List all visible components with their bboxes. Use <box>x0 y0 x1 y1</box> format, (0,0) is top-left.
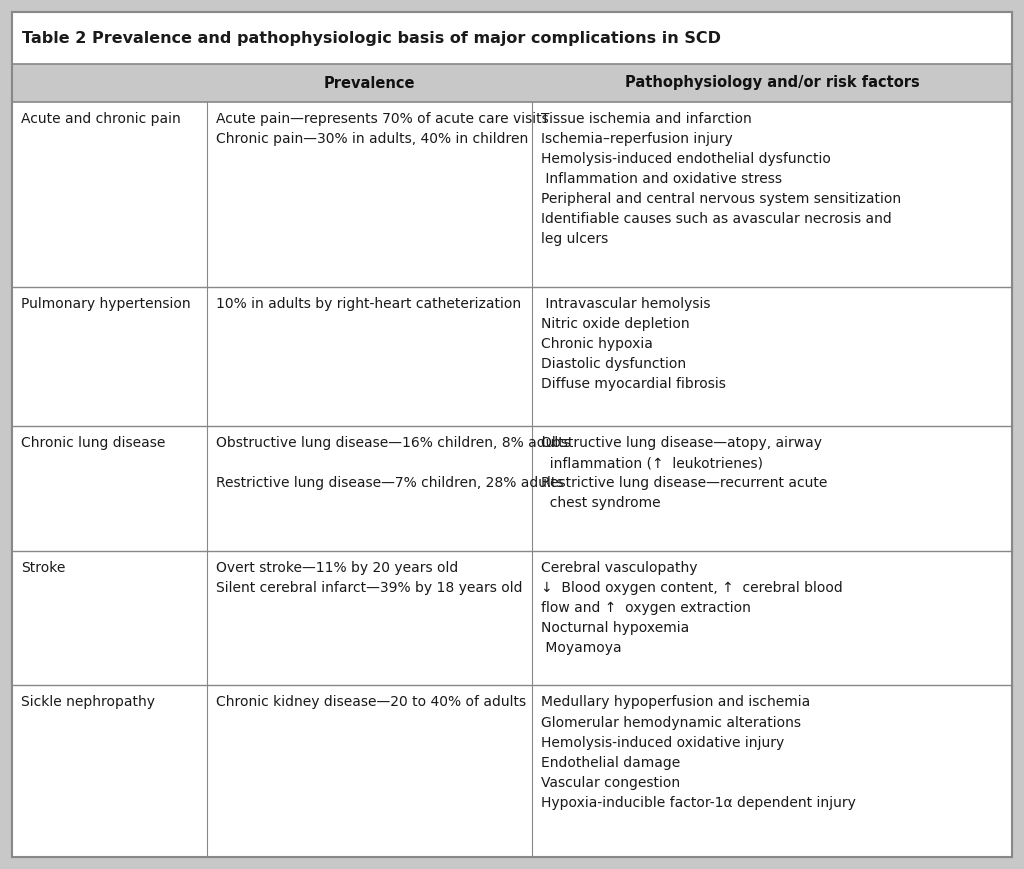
Bar <box>12 12 1012 64</box>
Text: Pulmonary hypertension: Pulmonary hypertension <box>22 296 190 310</box>
Text: Cerebral vasculopathy
↓  Blood oxygen content, ↑  cerebral blood
flow and ↑  oxy: Cerebral vasculopathy ↓ Blood oxygen con… <box>541 561 843 655</box>
Bar <box>12 64 1012 102</box>
Bar <box>12 287 1012 426</box>
Bar <box>12 426 1012 551</box>
Text: Acute and chronic pain: Acute and chronic pain <box>22 112 181 126</box>
Text: Obstructive lung disease—16% children, 8% adults

Restrictive lung disease—7% ch: Obstructive lung disease—16% children, 8… <box>216 436 570 490</box>
Text: Acute pain—represents 70% of acute care visits
Chronic pain—30% in adults, 40% i: Acute pain—represents 70% of acute care … <box>216 112 549 146</box>
Text: Overt stroke—11% by 20 years old
Silent cerebral infarct—39% by 18 years old: Overt stroke—11% by 20 years old Silent … <box>216 561 522 595</box>
Text: Stroke: Stroke <box>22 561 66 574</box>
Text: 10% in adults by right-heart catheterization: 10% in adults by right-heart catheteriza… <box>216 296 521 310</box>
Text: Chronic kidney disease—20 to 40% of adults: Chronic kidney disease—20 to 40% of adul… <box>216 695 526 709</box>
Text: Chronic lung disease: Chronic lung disease <box>22 436 165 450</box>
Text: Intravascular hemolysis
Nitric oxide depletion
Chronic hypoxia
Diastolic dysfunc: Intravascular hemolysis Nitric oxide dep… <box>541 296 726 391</box>
Text: Sickle nephropathy: Sickle nephropathy <box>22 695 155 709</box>
Bar <box>12 686 1012 857</box>
Text: Obstructive lung disease—atopy, airway
  inflammation (↑  leukotrienes)
Restrict: Obstructive lung disease—atopy, airway i… <box>541 436 827 510</box>
Text: Table 2 Prevalence and pathophysiologic basis of major complications in SCD: Table 2 Prevalence and pathophysiologic … <box>22 30 721 45</box>
Text: Pathophysiology and/or risk factors: Pathophysiology and/or risk factors <box>625 76 920 90</box>
Text: Prevalence: Prevalence <box>324 76 416 90</box>
Bar <box>12 551 1012 686</box>
Bar <box>12 102 1012 287</box>
Text: Tissue ischemia and infarction
Ischemia–reperfusion injury
Hemolysis-induced end: Tissue ischemia and infarction Ischemia–… <box>541 112 901 246</box>
Text: Medullary hypoperfusion and ischemia
Glomerular hemodynamic alterations
Hemolysi: Medullary hypoperfusion and ischemia Glo… <box>541 695 856 810</box>
